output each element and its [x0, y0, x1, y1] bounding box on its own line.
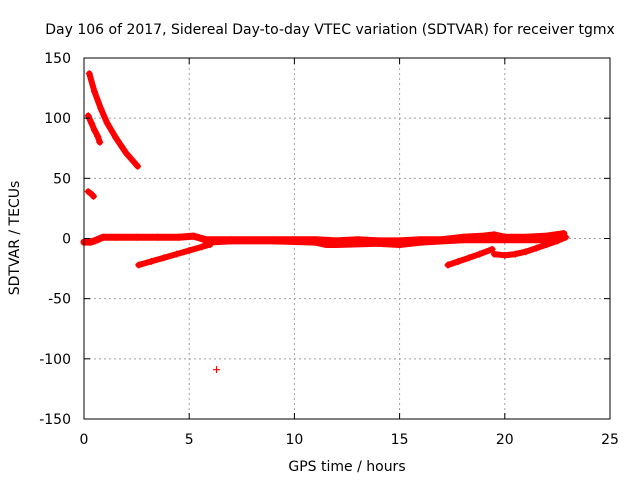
data-point — [97, 105, 105, 113]
data-point — [173, 250, 181, 258]
data-point — [112, 133, 120, 141]
y-tick-label: -150 — [39, 412, 71, 428]
series-outlier — [213, 366, 221, 374]
y-tick-label: 0 — [62, 232, 71, 248]
y-tick-label: 50 — [53, 171, 71, 187]
data-point — [553, 237, 561, 245]
chart-title: Day 106 of 2017, Sidereal Day-to-day VTE… — [45, 22, 615, 38]
data-series — [80, 70, 570, 374]
y-tick-label: 150 — [44, 51, 71, 67]
data-point — [501, 236, 509, 244]
data-point — [206, 241, 214, 249]
data-point — [185, 247, 193, 255]
data-point — [562, 233, 570, 241]
y-axis-label: SDTVAR / TECUs — [7, 181, 23, 296]
data-point — [85, 70, 93, 78]
data-point — [94, 132, 102, 140]
x-tick-label: 0 — [80, 432, 89, 448]
data-point — [89, 192, 97, 200]
data-point — [322, 241, 330, 249]
data-point — [488, 245, 496, 253]
data-point — [532, 244, 540, 252]
data-point — [112, 233, 120, 241]
data-point — [160, 254, 168, 262]
data-point — [227, 237, 235, 245]
data-point — [87, 119, 95, 127]
data-point — [417, 238, 425, 246]
y-tick-label: 100 — [44, 111, 71, 127]
data-point — [375, 239, 383, 247]
data-point — [332, 241, 340, 249]
series-ramp-early — [135, 241, 214, 269]
data-point — [476, 250, 484, 258]
data-point — [311, 238, 319, 246]
data-point — [154, 233, 162, 241]
data-point — [444, 261, 452, 269]
series-decay-upper — [85, 70, 142, 170]
data-point — [189, 232, 197, 240]
series-ramp-late — [444, 245, 496, 269]
series-ramp-end — [490, 233, 570, 259]
data-point — [91, 126, 99, 134]
data-point — [147, 257, 155, 265]
data-point — [99, 233, 107, 241]
data-point — [459, 236, 467, 244]
data-point — [86, 238, 94, 246]
data-point — [465, 254, 473, 262]
data-point — [511, 250, 519, 258]
series-decay-lower — [84, 188, 97, 200]
x-axis-label: GPS time / hours — [288, 459, 405, 475]
data-point — [543, 241, 551, 249]
x-tick-label: 15 — [391, 432, 409, 448]
data-point — [455, 257, 463, 265]
data-point — [269, 237, 277, 245]
data-point — [501, 251, 509, 259]
data-point — [122, 149, 130, 157]
x-tick-label: 20 — [496, 432, 514, 448]
y-tick-label: -100 — [39, 352, 71, 368]
data-point — [96, 138, 104, 146]
data-point — [91, 88, 99, 96]
x-tick-label: 10 — [285, 432, 303, 448]
data-point — [91, 237, 99, 245]
data-point — [213, 366, 221, 374]
data-point — [135, 261, 143, 269]
x-tick-label: 5 — [185, 432, 194, 448]
data-point — [522, 248, 530, 256]
data-point — [134, 162, 142, 170]
series-decay-middle — [84, 112, 104, 146]
data-point — [490, 250, 498, 258]
data-point — [175, 233, 183, 241]
data-point — [396, 241, 404, 249]
x-tick-label: 25 — [601, 432, 619, 448]
data-point — [103, 119, 111, 127]
axes: 0 5 10 15 20 25 -150 -100 -50 0 50 100 150 — [39, 51, 619, 448]
data-point — [198, 243, 206, 251]
data-point — [133, 233, 141, 241]
y-tick-label: -50 — [48, 292, 71, 308]
